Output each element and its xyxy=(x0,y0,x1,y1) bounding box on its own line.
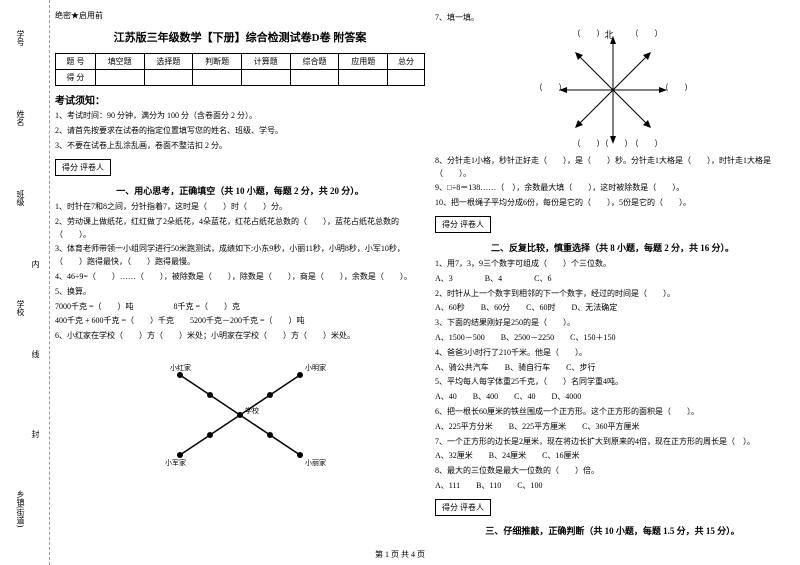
q2-6o: A、225平方分米 B、225平方厘米 C、360平方厘米 xyxy=(435,421,790,434)
q2-1o: A、3 B、4 C、6 xyxy=(435,273,790,286)
q1-5: 5、换算。 xyxy=(55,286,425,299)
col-header: 判断题 xyxy=(193,54,242,70)
row-label: 得 分 xyxy=(56,70,96,86)
svg-text:小军家: 小军家 xyxy=(165,458,186,467)
q1-5a: 7000千克 =（ ）吨 8千克 =（ ）克 xyxy=(55,301,425,314)
q1-2: 2、劳动课上做纸花，红红做了2朵纸花，4朵蓝花，红花占纸花总数的（ ），蓝花占纸… xyxy=(55,216,425,242)
q2-3: 3、下面的结果刚好是250的是（ ）。 xyxy=(435,317,790,330)
compass-diagram: 北 （ ） （ ） （ ） （ ） （ ） （ ） （ ） xyxy=(553,30,673,150)
q1-8: 8、分针走1小格，秒针正好走（ ），是（ ）秒。分针走1大格是（ ），时针走1大… xyxy=(435,155,790,181)
svg-text:学校: 学校 xyxy=(245,406,259,415)
section2-head: 二、反复比较，慎重选择（共 8 小题，每题 2 分，共 16 分）。 xyxy=(435,241,790,254)
foldline-label: 线 xyxy=(30,350,41,358)
compass-blank: （ ） xyxy=(661,82,693,93)
q2-7: 7、一个正方形的边长是2厘米，现在将边长扩大到原来的4倍，现在正方形的周长是（ … xyxy=(435,436,790,449)
q2-5: 5、平均每人每学体重25千克，（ ）名同学重4吨。 xyxy=(435,376,790,389)
sealline-label: 封 xyxy=(30,430,41,438)
q2-1: 1、用7，3，9三个数字可组成（ ）个三位数。 xyxy=(435,258,790,271)
q2-7o: A、32厘米 B、24厘米 C、16厘米 xyxy=(435,450,790,463)
score-grader-box: 得分 评卷人 xyxy=(55,159,111,176)
col-header: 计算题 xyxy=(241,54,290,70)
notice-item: 1、考试时间：90 分钟，满分为 100 分（含卷面分 2 分）。 xyxy=(55,110,425,122)
q1-4: 4、46÷9=（ ）……（ ），被除数是（ ），除数是（ ），商是（ ），余数是… xyxy=(55,271,425,284)
sidebar-label-school: 学校 xyxy=(15,300,26,316)
col-header: 总分 xyxy=(388,54,425,70)
sidebar-label-class: 班级 xyxy=(15,190,26,206)
sidebar-label-name: 姓名 xyxy=(15,110,26,126)
q2-4o: A、骑公共汽车 B、骑自行车 C、步行 xyxy=(435,362,790,375)
q1-1: 1、时针在7和8之间，分针指着7，这时是（ ）时（ ）分。 xyxy=(55,201,425,214)
q2-2: 2、时针从上一个数字到相邻的下一个数字，经过的时间是（ ）。 xyxy=(435,288,790,301)
q2-8o: A、111 B、110 C、100 xyxy=(435,480,790,493)
q2-6: 6、把一根长60厘米的铁丝围成一个正方形。这个正方形的面积是（ ）。 xyxy=(435,406,790,419)
svg-text:小丽家: 小丽家 xyxy=(305,458,326,467)
exam-title: 江苏版三年级数学【下册】综合检测试卷D卷 附答案 xyxy=(55,29,425,45)
compass-blank: （ ） xyxy=(601,138,633,149)
q2-5o: A、40 B、400 C、40 D、4000 xyxy=(435,391,790,404)
q2-8: 8、最大的三位数是最大一位数的（ ）倍。 xyxy=(435,465,790,478)
compass-blank: （ ） xyxy=(535,82,567,93)
svg-text:小明家: 小明家 xyxy=(305,363,326,372)
left-column: 绝密★启用前 江苏版三年级数学【下册】综合检测试卷D卷 附答案 题 号 填空题 … xyxy=(55,10,425,475)
q1-9: 9、□÷8＝138……（ ），余数最大填（ ），这时被除数是（ ）。 xyxy=(435,182,790,195)
col-header: 应用题 xyxy=(339,54,388,70)
notice-title: 考试须知： xyxy=(55,92,425,107)
score-header-row: 题 号 填空题 选择题 判断题 计算题 综合题 应用题 总分 xyxy=(56,54,425,70)
compass-blank: （ ） xyxy=(631,138,663,149)
compass-blank: （ ） xyxy=(573,28,605,39)
notice-list: 1、考试时间：90 分钟，满分为 100 分（含卷面分 2 分）。 2、请首先按… xyxy=(55,110,425,152)
q1-7: 7、填一填。 xyxy=(435,12,790,25)
notice-item: 3、不要在试卷上乱涂乱画，卷面不整洁扣 2 分。 xyxy=(55,140,425,152)
col-header: 综合题 xyxy=(290,54,339,70)
svg-text:小红家: 小红家 xyxy=(170,363,191,372)
section3-head: 三、仔细推敲，正确判断（共 10 小题，每题 1.5 分，共 15 分）。 xyxy=(435,524,790,537)
q1-5b: 400千克 + 600千克 =（ ）千克 5200千克－200千克 =（ ）吨 xyxy=(55,315,425,328)
section1-head: 一、用心思考，正确填空（共 10 小题，每题 2 分，共 20 分）。 xyxy=(55,184,425,197)
q1-3: 3、体育老师带领一小组同学进行50米跑测试，成绩如下:小东9秒，小丽11秒，小明… xyxy=(55,243,425,269)
q2-2o: A、60秒 B、60分 C、60时 D、无法确定 xyxy=(435,302,790,315)
sidebar-label-town: 乡镇(街道) xyxy=(15,490,26,527)
q1-6: 6、小红家在学校（ ）方（ ）米处；小明家在学校（ ）方（ ）米处。 xyxy=(55,330,425,343)
binding-sidebar: 学号 姓名 班级 学校 乡镇(街道) 内 线 封 xyxy=(0,0,50,565)
compass-north: 北 xyxy=(605,28,614,41)
score-grader-box3: 得分 评卷人 xyxy=(435,499,491,516)
score-table: 题 号 填空题 选择题 判断题 计算题 综合题 应用题 总分 得 分 xyxy=(55,53,425,86)
score-value-row: 得 分 xyxy=(56,70,425,86)
col-header: 选择题 xyxy=(144,54,193,70)
confidential-note: 绝密★启用前 xyxy=(55,10,425,21)
notice-item: 2、请首先按要求在试卷的指定位置填写您的姓名、班级、学号。 xyxy=(55,125,425,137)
direction-diagram: 小红家 小明家 小军家 小丽家 学校 xyxy=(150,345,330,475)
q2-3o: A、1500－500 B、2500－2250 C、150＋150 xyxy=(435,332,790,345)
sidebar-label-id: 学号 xyxy=(15,30,26,46)
score-grader-box2: 得分 评卷人 xyxy=(435,216,491,233)
page-footer: 第 1 页 共 4 页 xyxy=(0,549,800,560)
right-column: 7、填一填。 北 （ ） （ ） （ ） （ ） （ ） （ ） （ ） 8、分… xyxy=(435,10,790,541)
col-header: 填空题 xyxy=(95,54,144,70)
col-header: 题 号 xyxy=(56,54,96,70)
q1-10: 10、把一根绳子平均分成6份，每份是它的（ ），5份是它的（ ）。 xyxy=(435,197,790,210)
compass-blank: （ ） xyxy=(631,28,663,39)
cutline-label: 内 xyxy=(30,260,41,268)
q2-4: 4、爸爸3小时行了210千米。他是（ ）。 xyxy=(435,347,790,360)
